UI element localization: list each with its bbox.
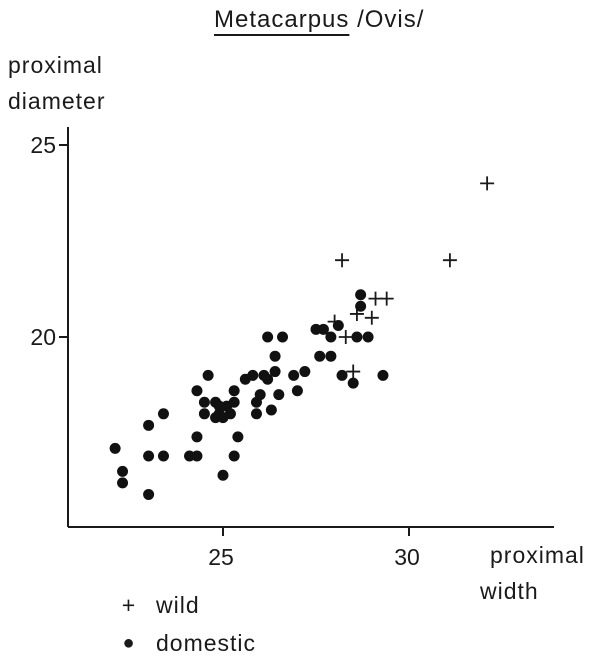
wild-point: [335, 253, 350, 268]
domestic-point: [317, 323, 329, 335]
legend-item-domestic: ● domestic: [118, 630, 256, 657]
domestic-point: [351, 331, 363, 343]
domestic-point: [355, 300, 367, 312]
domestic-point: [191, 450, 203, 462]
wild-point: [480, 176, 495, 191]
domestic-point: [362, 331, 374, 343]
domestic-point: [228, 396, 240, 408]
domestic-point: [288, 369, 300, 381]
domestic-point: [228, 385, 240, 397]
domestic-point: [291, 385, 303, 397]
domestic-point: [299, 366, 311, 378]
domestic-point: [277, 331, 289, 343]
y-tick-label: 25: [30, 132, 56, 158]
dot-marker-icon: ●: [122, 632, 136, 654]
wild-point: [379, 291, 394, 306]
domestic-point: [217, 469, 229, 481]
axis-ticks: 25 30 20 25: [30, 132, 419, 570]
domestic-point: [191, 431, 203, 443]
domestic-point: [332, 319, 344, 331]
domestic-point: [202, 369, 214, 381]
chart-title-suffix: /Ovis/: [357, 6, 425, 33]
wild-point: [338, 330, 353, 344]
domestic-point: [336, 369, 348, 381]
domestic-point: [262, 331, 274, 343]
x-tick-label: 25: [208, 544, 234, 570]
domestic-point: [117, 477, 129, 489]
domestic-point: [198, 408, 210, 420]
wild-point: [442, 253, 457, 268]
domestic-point: [269, 350, 281, 362]
domestic-point: [347, 377, 359, 389]
domestic-point: [143, 488, 155, 500]
wild-point: [346, 364, 361, 379]
data-points: [109, 176, 495, 500]
chart-title-main: Metacarpus: [214, 6, 350, 33]
domestic-point: [191, 385, 203, 397]
domestic-point: [228, 450, 240, 462]
legend-item-wild: + wild: [118, 592, 200, 619]
domestic-point: [232, 431, 244, 443]
wild-point: [364, 310, 379, 325]
domestic-point: [109, 442, 121, 454]
domestic-point: [325, 331, 337, 343]
domestic-point: [265, 404, 277, 416]
plus-marker-icon: +: [121, 592, 137, 618]
domestic-point: [143, 419, 155, 431]
domestic-point: [325, 350, 337, 362]
legend-label-domestic: domestic: [156, 630, 257, 656]
y-axis-label-line2: diameter: [8, 88, 106, 114]
domestic-point: [273, 389, 285, 401]
domestic-point: [117, 465, 129, 477]
chart-title: Metacarpus /Ovis/: [214, 6, 424, 34]
legend-label-wild: wild: [156, 592, 200, 618]
domestic-point: [143, 450, 155, 462]
x-tick-label: 30: [394, 544, 420, 570]
x-axis-label-line2: width: [480, 578, 539, 604]
domestic-point: [262, 373, 274, 385]
x-axis-label-line1: proximal: [490, 542, 585, 568]
domestic-point: [355, 289, 367, 301]
domestic-point: [198, 396, 210, 408]
domestic-point: [314, 350, 326, 362]
domestic-point: [157, 450, 169, 462]
domestic-point: [224, 408, 236, 420]
domestic-point: [254, 389, 266, 401]
domestic-point: [269, 366, 281, 378]
domestic-point: [377, 369, 389, 381]
domestic-point: [247, 369, 259, 381]
domestic-point: [157, 408, 169, 420]
y-axis-label-line1: proximal: [8, 52, 103, 78]
domestic-point: [250, 408, 262, 420]
y-tick-label: 20: [30, 324, 56, 350]
